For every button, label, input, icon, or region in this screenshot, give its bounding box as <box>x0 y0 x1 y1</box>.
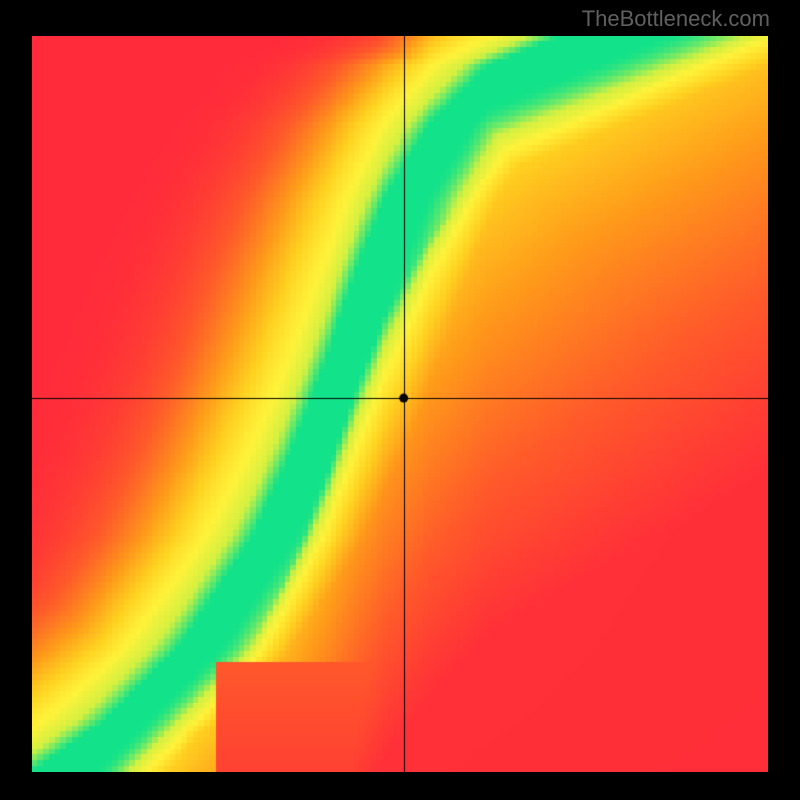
watermark-text: TheBottleneck.com <box>582 6 770 32</box>
crosshair-overlay <box>32 36 768 772</box>
chart-container: TheBottleneck.com <box>0 0 800 800</box>
